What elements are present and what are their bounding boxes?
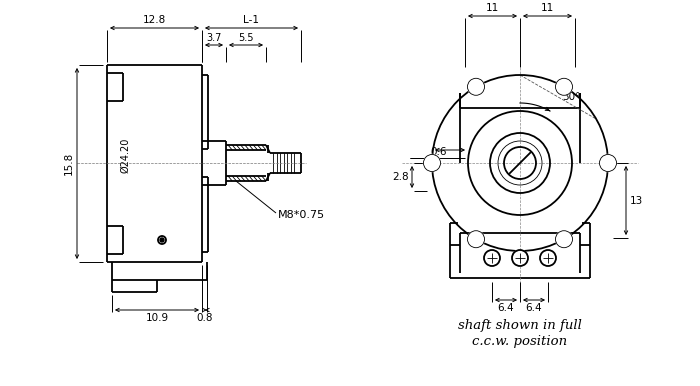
- Text: 30°: 30°: [562, 92, 580, 102]
- Text: 6.4: 6.4: [498, 303, 514, 313]
- Text: 3.7: 3.7: [206, 33, 222, 43]
- Circle shape: [160, 238, 164, 242]
- Text: 6.4: 6.4: [526, 303, 543, 313]
- Circle shape: [512, 250, 528, 266]
- Text: 0.8: 0.8: [196, 313, 213, 323]
- Circle shape: [468, 78, 484, 95]
- Text: 2.8: 2.8: [393, 172, 409, 182]
- Circle shape: [468, 231, 484, 248]
- Text: 11: 11: [541, 3, 554, 13]
- Text: L-1: L-1: [244, 15, 260, 25]
- Text: 5.5: 5.5: [238, 33, 253, 43]
- Circle shape: [424, 154, 440, 171]
- Circle shape: [540, 250, 556, 266]
- Circle shape: [484, 250, 500, 266]
- Circle shape: [599, 154, 617, 171]
- Text: shaft shown in full: shaft shown in full: [458, 320, 582, 332]
- Text: M8*0.75: M8*0.75: [278, 210, 325, 220]
- Text: 13: 13: [630, 195, 643, 205]
- Circle shape: [158, 236, 166, 244]
- Text: 10.9: 10.9: [146, 313, 169, 323]
- Circle shape: [556, 78, 573, 95]
- Text: 15.8: 15.8: [64, 152, 74, 175]
- Text: Ø24.20: Ø24.20: [120, 137, 130, 173]
- Text: 12.8: 12.8: [143, 15, 166, 25]
- Text: c.c.w. position: c.c.w. position: [473, 335, 568, 349]
- Text: 0.6: 0.6: [430, 147, 447, 157]
- Text: 11: 11: [486, 3, 499, 13]
- Circle shape: [556, 231, 573, 248]
